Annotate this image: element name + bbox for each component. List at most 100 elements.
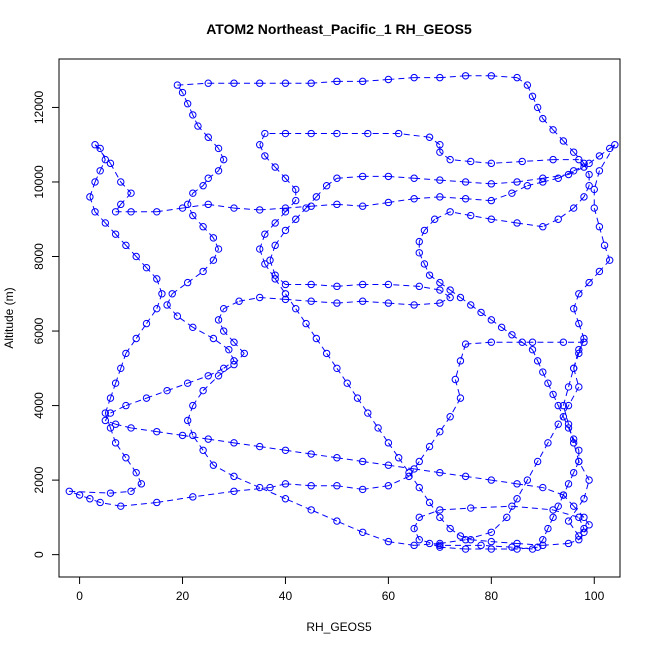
data-point: [415, 249, 423, 257]
data-point: [189, 323, 197, 332]
series-line-segment: [99, 159, 106, 172]
series-line-segment: [311, 203, 337, 207]
data-point: [132, 468, 140, 477]
data-point: [585, 521, 593, 529]
data-point: [461, 178, 470, 186]
series-line-segment: [285, 483, 312, 487]
data-point: [554, 502, 562, 510]
series-line-segment: [439, 517, 451, 529]
data-point: [477, 541, 485, 550]
data-point: [456, 532, 465, 540]
data-point: [461, 472, 470, 481]
data-point: [425, 442, 434, 451]
series-line-segment: [388, 198, 415, 203]
series-line-segment: [187, 420, 194, 436]
data-point: [451, 375, 460, 384]
data-point: [575, 349, 583, 358]
data-point: [183, 200, 192, 209]
data-point: [569, 304, 578, 313]
series-line-segment: [259, 133, 266, 145]
data-point: [358, 172, 367, 181]
series-line-segment: [285, 177, 297, 190]
series-line-segment: [207, 136, 219, 149]
data-point: [281, 290, 290, 298]
data-point: [436, 427, 444, 436]
series-line-segment: [336, 520, 363, 533]
data-point: [214, 245, 223, 253]
data-point: [163, 301, 171, 309]
series-line-segment: [414, 196, 440, 200]
data-point: [487, 180, 496, 188]
series-line-segment: [414, 302, 440, 306]
data-point: [569, 468, 578, 477]
series-line-segment: [537, 360, 544, 373]
series-line-segment: [269, 245, 276, 261]
series-line-segment: [202, 226, 214, 239]
series-line-segment: [89, 181, 96, 198]
data-point: [580, 193, 588, 201]
data-point: [281, 204, 290, 212]
data-point: [518, 157, 526, 166]
data-point: [580, 524, 588, 533]
y-tick-label: 12000: [32, 90, 46, 124]
data-point: [333, 481, 341, 490]
data-point: [539, 114, 547, 123]
data-point: [513, 480, 521, 488]
data-point: [235, 297, 243, 305]
data-point: [436, 73, 444, 82]
data-point: [178, 88, 187, 97]
data-point: [189, 211, 197, 220]
series-line-segment: [573, 196, 585, 209]
series-line-segment: [527, 181, 543, 187]
series-line-segment: [336, 283, 363, 287]
series-line-segment: [578, 282, 590, 295]
data-point: [230, 487, 238, 495]
data-point: [111, 420, 120, 428]
data-point: [436, 468, 444, 477]
series-line-segment: [218, 159, 225, 172]
series-line-segment: [578, 531, 585, 541]
series-line-segment: [439, 289, 451, 298]
data-point: [111, 230, 120, 238]
series-line-segment: [115, 233, 127, 246]
series-line-segment: [542, 118, 554, 131]
data-point: [528, 338, 537, 346]
data-point: [513, 73, 521, 82]
series-line-segment: [583, 524, 590, 533]
series-line-segment: [223, 330, 235, 343]
series-line-segment: [562, 483, 569, 496]
series-line-segment: [568, 472, 575, 485]
data-point: [513, 495, 521, 503]
data-point: [96, 167, 104, 175]
data-point: [539, 483, 547, 492]
data-point: [307, 450, 315, 458]
series-line-segment: [156, 496, 193, 503]
data-point: [312, 334, 321, 343]
series-line-segment: [516, 483, 543, 489]
data-point: [333, 282, 341, 291]
data-point: [281, 208, 290, 216]
y-axis-label: Altitude (m): [2, 287, 16, 348]
series-line-segment: [460, 297, 472, 306]
series-line-segment: [424, 218, 436, 231]
data-point: [122, 241, 130, 250]
series-line-segment: [212, 237, 220, 250]
series-line-segment: [599, 259, 611, 272]
series-line-segment: [120, 353, 127, 369]
series-line-segment: [557, 494, 564, 507]
data-point: [539, 541, 547, 550]
data-point: [358, 485, 367, 494]
series-line-segment: [311, 453, 337, 459]
plot-frame: [58, 58, 621, 578]
series-line-segment: [465, 198, 492, 202]
series-line-segment: [439, 179, 466, 183]
data-point: [575, 532, 583, 540]
series-line-segment: [105, 420, 116, 425]
series-line-segment: [264, 155, 276, 168]
series-line-segment: [552, 505, 559, 518]
data-point: [256, 141, 264, 149]
data-point: [358, 202, 367, 210]
series-line-segment: [583, 185, 590, 198]
data-point: [436, 141, 444, 149]
data-point: [219, 364, 228, 373]
